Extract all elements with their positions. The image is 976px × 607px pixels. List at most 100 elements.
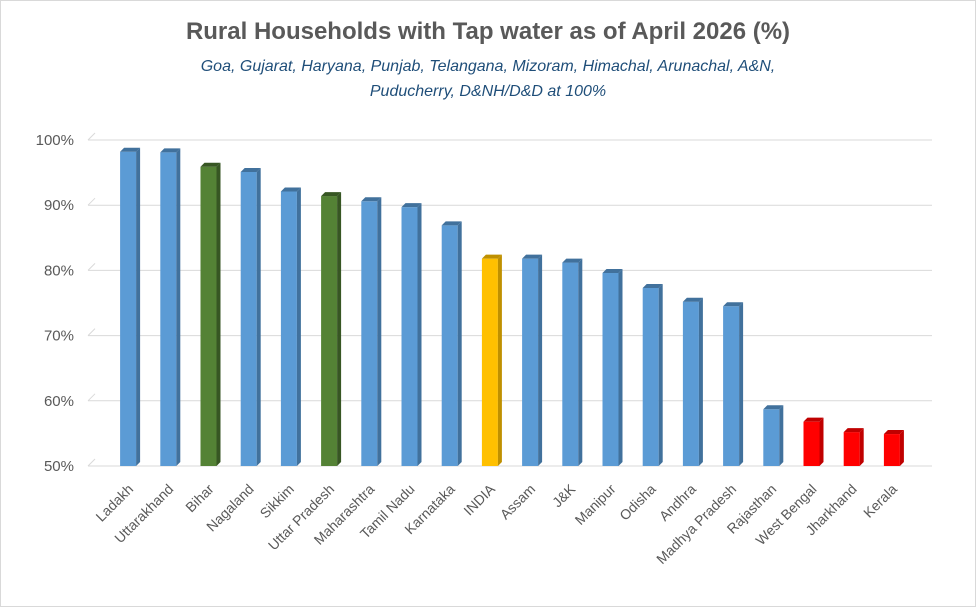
bar-top: [883, 430, 904, 435]
bar-assam: [522, 254, 543, 466]
bar-top: [280, 187, 301, 192]
bar-uttarakhand: [160, 148, 181, 466]
bar-bihar: [200, 162, 221, 466]
bar-top: [321, 192, 342, 197]
bar-top: [763, 405, 784, 410]
bar-front: [642, 288, 659, 466]
bar-top: [401, 203, 422, 208]
bar-top: [361, 197, 382, 202]
x-tick-label: Assam: [497, 481, 539, 523]
gridline-depth-60: [87, 393, 96, 402]
gridline-depth-100: [87, 132, 96, 141]
bar-uttar-pradesh: [321, 192, 342, 466]
bar-odisha: [642, 284, 663, 466]
bar-top: [682, 297, 703, 302]
bar-front: [280, 191, 297, 466]
y-axis-ticks: 50% 60% 70% 80% 90% 100%: [36, 132, 74, 475]
y-tick-label: 80%: [44, 262, 74, 279]
x-tick-label: J&K: [549, 480, 579, 510]
bar-karnataka: [441, 221, 462, 466]
bar-side: [497, 254, 502, 466]
y-tick-label: 70%: [44, 328, 74, 345]
bar-top: [642, 284, 663, 289]
bar-front: [723, 306, 740, 466]
x-tick-label: INDIA: [460, 480, 498, 518]
bar-front: [481, 258, 498, 466]
bar-side: [377, 197, 382, 466]
bar-side: [256, 167, 261, 466]
subtitle-line-1: Goa, Gujarat, Haryana, Punjab, Telangana…: [200, 58, 776, 75]
bar-front: [120, 151, 137, 466]
bar-top: [562, 258, 583, 263]
bar-top: [240, 167, 261, 172]
bar-front: [562, 262, 579, 466]
bar-front: [883, 434, 900, 466]
bar-front: [361, 201, 378, 466]
bar-side: [216, 162, 221, 466]
y-tick-label: 60%: [44, 393, 74, 410]
bar-front: [682, 301, 699, 466]
chart-title: Rural Households with Tap water as of Ap…: [185, 18, 791, 45]
y-tick-label: 90%: [44, 197, 74, 214]
bar-side: [618, 269, 623, 466]
bar-top: [160, 148, 181, 153]
bar-side: [176, 148, 181, 466]
gridline-depth-80: [87, 263, 96, 271]
gridlines: [87, 132, 932, 467]
x-tick-label: Odisha: [616, 481, 659, 524]
bar-side: [337, 192, 342, 466]
bar-side: [136, 147, 141, 466]
gridline-depth-70: [87, 328, 96, 336]
bar-kerala: [883, 430, 904, 466]
y-tick-label: 100%: [36, 132, 74, 149]
bar-front: [240, 171, 257, 466]
gridline-depth-90: [87, 197, 96, 206]
bar-jharkhand: [843, 428, 864, 466]
bar-top: [522, 254, 543, 259]
bar-side: [538, 254, 543, 466]
x-tick-label: Kerala: [860, 481, 900, 521]
bar-madhya-pradesh: [723, 302, 744, 466]
bar-front: [763, 409, 780, 466]
bar-front: [803, 421, 820, 466]
bar-side: [739, 302, 744, 466]
bar-maharashtra: [361, 197, 382, 466]
bar-side: [859, 428, 864, 466]
bar-side: [698, 297, 703, 466]
y-tick-label: 50%: [44, 458, 74, 475]
bar-rajasthan: [763, 405, 784, 466]
subtitle-line-2: Puducherry, D&NH/D&D at 100%: [369, 83, 607, 100]
bar-side: [658, 284, 663, 466]
bar-sikkim: [280, 187, 301, 466]
bar-nagaland: [240, 167, 261, 466]
bar-top: [441, 221, 462, 226]
bar-front: [200, 166, 217, 466]
bar-tamil-nadu: [401, 203, 422, 466]
bar-side: [296, 187, 301, 466]
x-tick-label: Bihar: [182, 481, 217, 516]
bar-india: [481, 254, 502, 466]
bar-front: [401, 207, 418, 466]
bar-top: [843, 428, 864, 433]
bar-front: [602, 273, 619, 466]
bar-west-bengal: [803, 417, 824, 466]
bar-ladakh: [120, 147, 141, 466]
bar-top: [120, 147, 141, 152]
gridline-depth-50: [87, 458, 96, 467]
bar-j-k: [562, 258, 583, 466]
bar-side: [899, 430, 904, 466]
x-tick-label: Manipur: [572, 481, 619, 528]
bar-top: [602, 269, 623, 274]
bar-front: [843, 432, 860, 466]
bar-side: [779, 405, 784, 466]
bar-top: [803, 417, 824, 422]
bar-front: [522, 258, 539, 466]
bar-side: [457, 221, 462, 466]
bar-front: [160, 152, 177, 466]
bar-andhra: [682, 297, 703, 466]
bars: [120, 147, 904, 466]
bar-front: [441, 225, 458, 466]
bar-manipur: [602, 269, 623, 466]
bar-top: [200, 162, 221, 167]
